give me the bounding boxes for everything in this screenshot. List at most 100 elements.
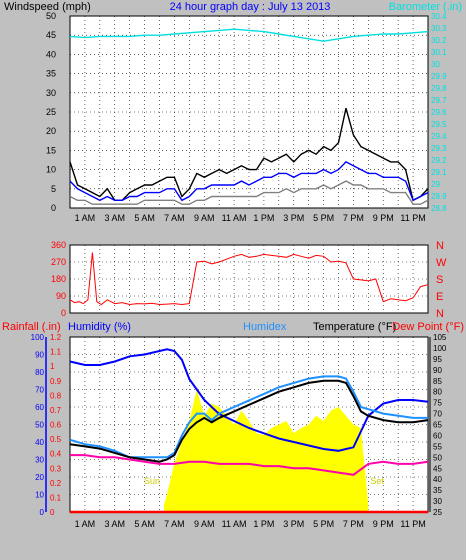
humidex-axis-label: Humidex (243, 321, 287, 333)
windspeed-tick-label: 45 (46, 30, 56, 40)
grid-lines (70, 245, 428, 313)
barometer-tick-label: 29.5 (431, 120, 447, 129)
windspeed-tick-label: 35 (46, 69, 56, 79)
windspeed-tick-label: 10 (46, 165, 56, 175)
temperature-tick-label: 75 (433, 399, 442, 408)
barometer-tick-label: 30.1 (431, 48, 447, 57)
avg-line (69, 161, 429, 202)
barometer-tick-label: 28.9 (431, 192, 447, 201)
windspeed-tick-label: 50 (46, 11, 56, 21)
x-tick-label: 11 AM (222, 213, 247, 223)
barometer-tick-label: 30.4 (431, 12, 447, 21)
barometer-tick-label: 29.6 (431, 108, 447, 117)
direction-line (69, 252, 429, 306)
windspeed-tick-label: 25 (46, 107, 56, 117)
barometer-tick-label: 29.7 (431, 96, 447, 105)
grid-lines (70, 16, 428, 208)
temperature-tick-label: 65 (433, 421, 442, 430)
x-tick-label: 9 AM (194, 519, 215, 529)
compass-tick-label: S (436, 274, 443, 286)
dewpoint-axis-label: Dew Point (°F) (392, 321, 464, 333)
sunset-label: Set (370, 476, 384, 486)
rainfall-tick-label: 0.2 (50, 479, 62, 488)
page-title: 24 hour graph day : July 13 2013 (170, 1, 331, 13)
temperature-axis-label: Temperature (°F) (313, 321, 396, 333)
x-tick-label: 7 AM (164, 519, 185, 529)
rainfall-tick-label: 0.5 (50, 435, 62, 444)
x-tick-label: 3 PM (283, 519, 304, 529)
rainfall-tick-label: 0.3 (50, 464, 62, 473)
barometer-tick-label: 30 (431, 60, 440, 69)
windspeed-tick-label: 0 (51, 203, 56, 213)
lull-line (69, 180, 429, 205)
rainfall-tick-label: 0.4 (50, 450, 62, 459)
temperature-tick-label: 40 (433, 475, 442, 484)
humidity-axis-label: Humidity (%) (68, 321, 131, 333)
humidity-tick-label: 100 (31, 333, 45, 342)
humidity-line (69, 348, 429, 452)
temperature-tick-label: 85 (433, 377, 442, 386)
x-tick-label: 11 AM (222, 519, 247, 529)
direction-tick-label: 270 (51, 257, 66, 267)
rainfall-tick-label: 1.1 (50, 348, 62, 357)
rainfall-tick-label: 0.6 (50, 421, 62, 430)
rainfall-tick-label: 0 (50, 508, 55, 517)
humidity-tick-label: 30 (35, 456, 44, 465)
windspeed-axis-label: Windspeed (mph) (4, 1, 91, 13)
x-tick-label: 9 PM (373, 519, 394, 529)
temperature-tick-label: 30 (433, 497, 442, 506)
barometer-axis-label: Barometer (.in) (389, 1, 462, 13)
humidity-tick-label: 20 (35, 473, 44, 482)
barometer-tick-label: 29.4 (431, 132, 447, 141)
x-tick-label: 5 AM (134, 213, 155, 223)
x-tick-label: 1 PM (253, 519, 274, 529)
humidity-tick-label: 60 (35, 403, 44, 412)
direction-tick-label: 90 (56, 291, 66, 301)
x-tick-label: 1 AM (75, 213, 96, 223)
rainfall-tick-label: 1 (50, 362, 55, 371)
barometer-tick-label: 29.1 (431, 168, 447, 177)
barometer-tick-label: 29.8 (431, 84, 447, 93)
temperature-tick-label: 55 (433, 442, 442, 451)
barometer-tick-label: 29.2 (431, 156, 447, 165)
x-tick-label: 7 AM (164, 213, 185, 223)
rainfall-axis-label: Rainfall (.in) (2, 321, 61, 333)
humidity-tick-label: 80 (35, 368, 44, 377)
direction-tick-label: 360 (51, 240, 66, 250)
humidity-tick-label: 40 (35, 438, 44, 447)
x-tick-label: 7 PM (343, 519, 364, 529)
temperature-tick-label: 50 (433, 453, 442, 462)
rainfall-tick-label: 0.8 (50, 391, 62, 400)
temperature-tick-label: 25 (433, 508, 442, 517)
rainfall-tick-label: 0.1 (50, 493, 62, 502)
rainfall-tick-label: 1.2 (50, 333, 62, 342)
dewpoint-line (70, 454, 429, 476)
barometer-tick-label: 29.9 (431, 72, 447, 81)
temperature-tick-label: 100 (433, 344, 447, 353)
barometer-tick-label: 28.8 (431, 204, 447, 213)
x-tick-label: 3 PM (283, 213, 304, 223)
barometer-tick-label: 29.3 (431, 144, 447, 153)
windspeed-tick-label: 20 (46, 126, 56, 136)
temperature-tick-label: 60 (433, 431, 442, 440)
gust-line (69, 108, 429, 202)
x-tick-label: 3 AM (104, 519, 125, 529)
barometer-tick-label: 30.2 (431, 36, 447, 45)
humidity-tick-label: 90 (35, 351, 44, 360)
temperature-tick-label: 90 (433, 366, 442, 375)
x-tick-label: 5 AM (134, 519, 155, 529)
humidity-tick-label: 0 (40, 508, 45, 517)
x-tick-label: 11 PM (400, 213, 425, 223)
direction-tick-label: 180 (51, 274, 66, 284)
temperature-tick-label: 105 (433, 333, 447, 342)
x-tick-label: 1 PM (253, 213, 274, 223)
windspeed-tick-label: 5 (51, 184, 56, 194)
compass-tick-label: N (436, 308, 444, 320)
direction-tick-label: 0 (61, 308, 66, 318)
humidity-tick-label: 70 (35, 386, 44, 395)
humidity-tick-label: 10 (35, 491, 44, 500)
barometer-tick-label: 30.3 (431, 24, 447, 33)
x-tick-label: 5 PM (313, 519, 334, 529)
